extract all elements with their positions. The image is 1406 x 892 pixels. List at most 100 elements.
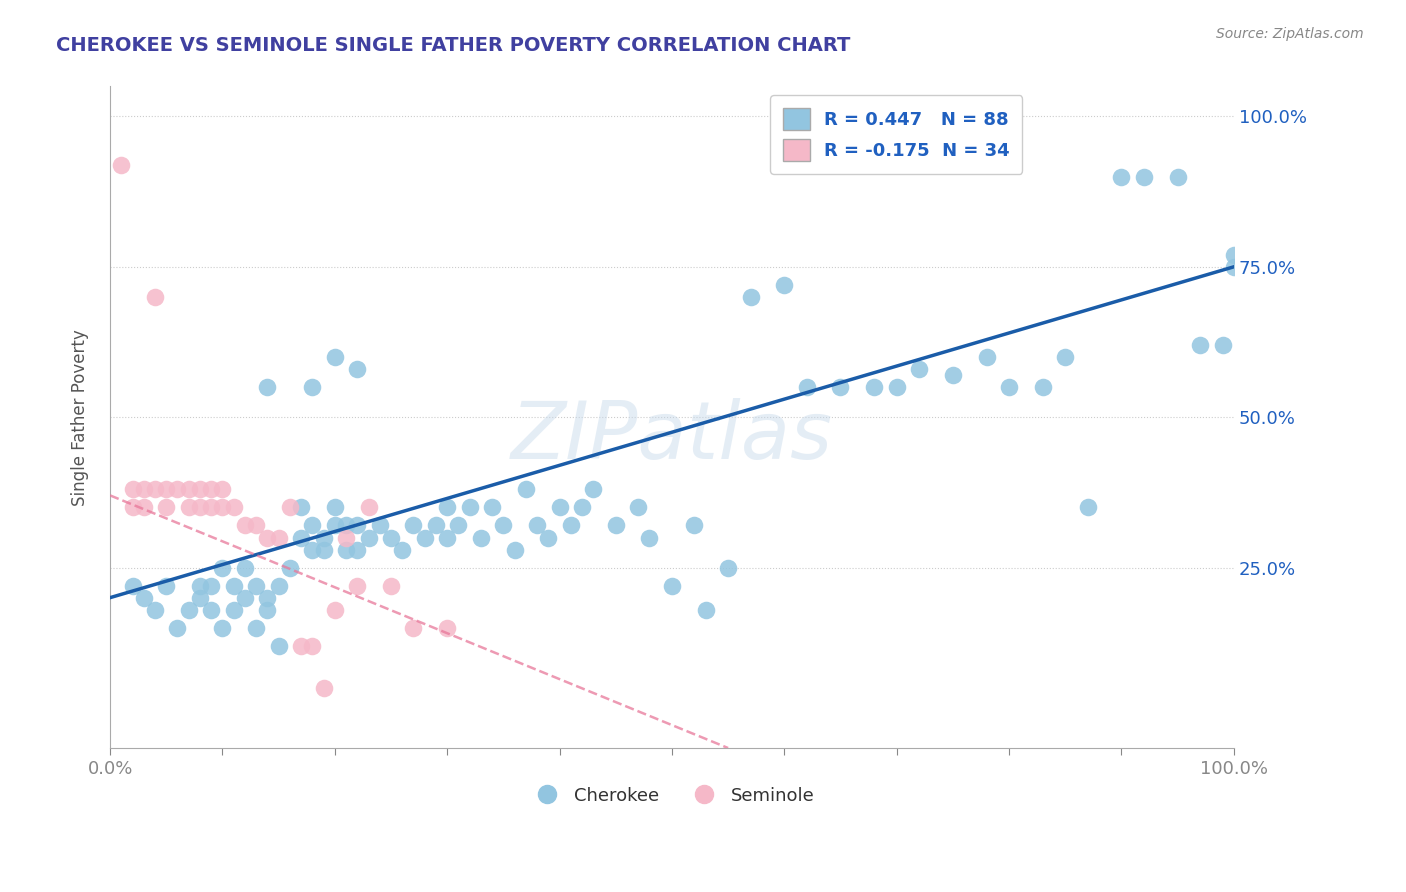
Point	[436, 531, 458, 545]
Point	[312, 542, 335, 557]
Point	[638, 531, 661, 545]
Point	[357, 500, 380, 515]
Point	[717, 560, 740, 574]
Point	[301, 380, 323, 394]
Point	[976, 350, 998, 364]
Point	[863, 380, 886, 394]
Point	[886, 380, 908, 394]
Point	[121, 500, 143, 515]
Point	[143, 603, 166, 617]
Point	[200, 603, 222, 617]
Point	[323, 518, 346, 533]
Point	[312, 531, 335, 545]
Point	[121, 579, 143, 593]
Point	[458, 500, 481, 515]
Point	[413, 531, 436, 545]
Point	[188, 500, 211, 515]
Point	[560, 518, 582, 533]
Point	[425, 518, 447, 533]
Point	[166, 483, 188, 497]
Point	[1133, 169, 1156, 184]
Point	[526, 518, 548, 533]
Point	[323, 500, 346, 515]
Text: Source: ZipAtlas.com: Source: ZipAtlas.com	[1216, 27, 1364, 41]
Point	[1077, 500, 1099, 515]
Point	[155, 483, 177, 497]
Point	[402, 621, 425, 635]
Point	[188, 483, 211, 497]
Point	[245, 518, 267, 533]
Point	[908, 362, 931, 376]
Text: CHEROKEE VS SEMINOLE SINGLE FATHER POVERTY CORRELATION CHART: CHEROKEE VS SEMINOLE SINGLE FATHER POVER…	[56, 36, 851, 54]
Point	[998, 380, 1021, 394]
Point	[683, 518, 706, 533]
Point	[233, 560, 256, 574]
Point	[121, 483, 143, 497]
Point	[188, 591, 211, 605]
Point	[290, 500, 312, 515]
Point	[132, 483, 155, 497]
Point	[323, 603, 346, 617]
Point	[290, 639, 312, 653]
Point	[233, 591, 256, 605]
Point	[380, 531, 402, 545]
Point	[267, 531, 290, 545]
Point	[267, 579, 290, 593]
Point	[773, 277, 796, 292]
Point	[796, 380, 818, 394]
Point	[143, 290, 166, 304]
Point	[301, 542, 323, 557]
Point	[942, 368, 965, 383]
Point	[1111, 169, 1133, 184]
Text: ZIPatlas: ZIPatlas	[510, 398, 832, 476]
Point	[177, 603, 200, 617]
Y-axis label: Single Father Poverty: Single Father Poverty	[72, 329, 89, 506]
Point	[256, 380, 278, 394]
Point	[166, 621, 188, 635]
Point	[278, 560, 301, 574]
Point	[357, 531, 380, 545]
Point	[290, 531, 312, 545]
Point	[346, 542, 368, 557]
Point	[245, 621, 267, 635]
Point	[571, 500, 593, 515]
Point	[1212, 338, 1234, 352]
Point	[537, 531, 560, 545]
Point	[515, 483, 537, 497]
Point	[177, 483, 200, 497]
Point	[346, 362, 368, 376]
Point	[627, 500, 650, 515]
Point	[661, 579, 683, 593]
Point	[155, 500, 177, 515]
Point	[1189, 338, 1212, 352]
Point	[233, 518, 256, 533]
Point	[301, 518, 323, 533]
Point	[143, 483, 166, 497]
Point	[740, 290, 762, 304]
Point	[548, 500, 571, 515]
Point	[335, 542, 357, 557]
Point	[1223, 260, 1246, 274]
Point	[335, 531, 357, 545]
Point	[132, 500, 155, 515]
Point	[582, 483, 605, 497]
Point	[1167, 169, 1189, 184]
Point	[481, 500, 503, 515]
Point	[1032, 380, 1054, 394]
Point	[211, 621, 233, 635]
Point	[267, 639, 290, 653]
Point	[177, 500, 200, 515]
Point	[200, 579, 222, 593]
Point	[110, 157, 132, 171]
Point	[211, 483, 233, 497]
Point	[222, 579, 245, 593]
Point	[346, 579, 368, 593]
Point	[245, 579, 267, 593]
Point	[211, 560, 233, 574]
Point	[830, 380, 852, 394]
Point	[1054, 350, 1077, 364]
Point	[346, 518, 368, 533]
Point	[605, 518, 627, 533]
Point	[335, 518, 357, 533]
Point	[436, 621, 458, 635]
